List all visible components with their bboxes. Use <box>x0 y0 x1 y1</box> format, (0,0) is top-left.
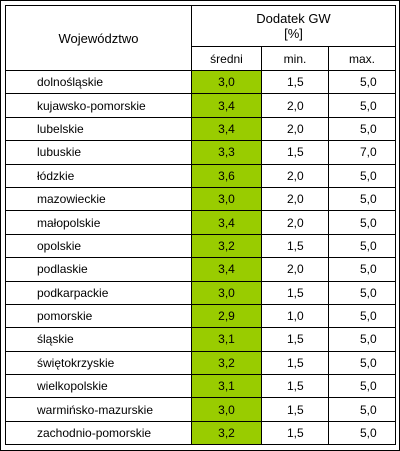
region-cell: opolskie <box>5 233 192 259</box>
min-cell: 2,0 <box>261 116 329 142</box>
min-cell: 2,0 <box>261 163 329 188</box>
avg-cell: 3,4 <box>191 210 262 235</box>
header-min: min. <box>261 46 329 71</box>
avg-cell: 3,2 <box>191 233 262 259</box>
min-cell: 1,5 <box>261 280 329 305</box>
avg-cell: 3,2 <box>191 350 262 376</box>
region-cell: podlaskie <box>5 257 192 282</box>
max-cell: 5,0 <box>328 257 396 282</box>
table-body: dolnośląskie 3,0 1,5 5,0 kujawsko-pomorskie 3… <box>5 69 396 446</box>
min-cell: 1,5 <box>261 374 329 399</box>
region-cell: wielkopolskie <box>5 374 192 399</box>
header-region: Województwo <box>5 5 192 71</box>
min-cell: 1,5 <box>261 420 329 446</box>
table-row: zachodnio-pomorskie 3,2 1,5 5,0 <box>5 420 396 446</box>
table-row: wielkopolskie 3,1 1,5 5,0 <box>5 374 396 399</box>
table-row: dolnośląskie 3,0 1,5 5,0 <box>5 69 396 95</box>
region-cell: pomorskie <box>5 303 192 329</box>
region-cell: śląskie <box>5 327 192 352</box>
table-row: kujawsko-pomorskie 3,4 2,0 5,0 <box>5 93 396 118</box>
region-cell: dolnośląskie <box>5 69 192 95</box>
table-row: pomorskie 2,9 1,0 5,0 <box>5 303 396 329</box>
min-cell: 1,0 <box>261 303 329 329</box>
max-cell: 5,0 <box>328 303 396 329</box>
min-cell: 2,0 <box>261 93 329 118</box>
avg-cell: 3,0 <box>191 397 262 422</box>
min-cell: 1,5 <box>261 350 329 376</box>
avg-cell: 3,4 <box>191 93 262 118</box>
avg-cell: 3,6 <box>191 163 262 188</box>
table-row: mazowieckie 3,0 2,0 5,0 <box>5 186 396 212</box>
max-cell: 5,0 <box>328 116 396 142</box>
region-cell: kujawsko-pomorskie <box>5 93 192 118</box>
avg-cell: 2,9 <box>191 303 262 329</box>
avg-cell: 3,3 <box>191 140 262 165</box>
avg-cell: 3,4 <box>191 257 262 282</box>
min-cell: 2,0 <box>261 257 329 282</box>
max-cell: 5,0 <box>328 374 396 399</box>
header-group-unit: [%] <box>284 26 303 41</box>
max-cell: 5,0 <box>328 163 396 188</box>
max-cell: 5,0 <box>328 420 396 446</box>
table-row: warmińsko-mazurskie 3,0 1,5 5,0 <box>5 397 396 422</box>
max-cell: 5,0 <box>328 93 396 118</box>
header-group-title: Dodatek GW <box>256 11 331 26</box>
region-cell: podkarpackie <box>5 280 192 305</box>
header-max: max. <box>328 46 396 71</box>
table-row: podlaskie 3,4 2,0 5,0 <box>5 257 396 282</box>
max-cell: 5,0 <box>328 210 396 235</box>
min-cell: 1,5 <box>261 140 329 165</box>
region-cell: małopolskie <box>5 210 192 235</box>
max-cell: 5,0 <box>328 397 396 422</box>
table-row: świętokrzyskie 3,2 1,5 5,0 <box>5 350 396 376</box>
min-cell: 1,5 <box>261 69 329 95</box>
max-cell: 5,0 <box>328 327 396 352</box>
avg-cell: 3,2 <box>191 420 262 446</box>
avg-cell: 3,0 <box>191 280 262 305</box>
region-cell: świętokrzyskie <box>5 350 192 376</box>
data-table: Województwo Dodatek GW [%] średni min. m… <box>5 5 396 446</box>
table-row: lubelskie 3,4 2,0 5,0 <box>5 116 396 142</box>
region-cell: łódzkie <box>5 163 192 188</box>
table-row: lubuskie 3,3 1,5 7,0 <box>5 140 396 165</box>
max-cell: 5,0 <box>328 186 396 212</box>
table-row: śląskie 3,1 1,5 5,0 <box>5 327 396 352</box>
max-cell: 5,0 <box>328 350 396 376</box>
table-row: podkarpackie 3,0 1,5 5,0 <box>5 280 396 305</box>
region-cell: warmińsko-mazurskie <box>5 397 192 422</box>
avg-cell: 3,0 <box>191 69 262 95</box>
min-cell: 2,0 <box>261 210 329 235</box>
table-row: łódzkie 3,6 2,0 5,0 <box>5 163 396 188</box>
min-cell: 1,5 <box>261 327 329 352</box>
max-cell: 5,0 <box>328 280 396 305</box>
max-cell: 5,0 <box>328 233 396 259</box>
header-group: Dodatek GW [%] <box>191 5 396 47</box>
avg-cell: 3,0 <box>191 186 262 212</box>
max-cell: 7,0 <box>328 140 396 165</box>
region-cell: zachodnio-pomorskie <box>5 420 192 446</box>
table-row: małopolskie 3,4 2,0 5,0 <box>5 210 396 235</box>
min-cell: 2,0 <box>261 186 329 212</box>
avg-cell: 3,1 <box>191 374 262 399</box>
table-row: opolskie 3,2 1,5 5,0 <box>5 233 396 259</box>
max-cell: 5,0 <box>328 69 396 95</box>
min-cell: 1,5 <box>261 397 329 422</box>
region-cell: lubuskie <box>5 140 192 165</box>
avg-cell: 3,1 <box>191 327 262 352</box>
region-cell: lubelskie <box>5 116 192 142</box>
min-cell: 1,5 <box>261 233 329 259</box>
avg-cell: 3,4 <box>191 116 262 142</box>
header-avg: średni <box>191 46 262 71</box>
region-cell: mazowieckie <box>5 186 192 212</box>
